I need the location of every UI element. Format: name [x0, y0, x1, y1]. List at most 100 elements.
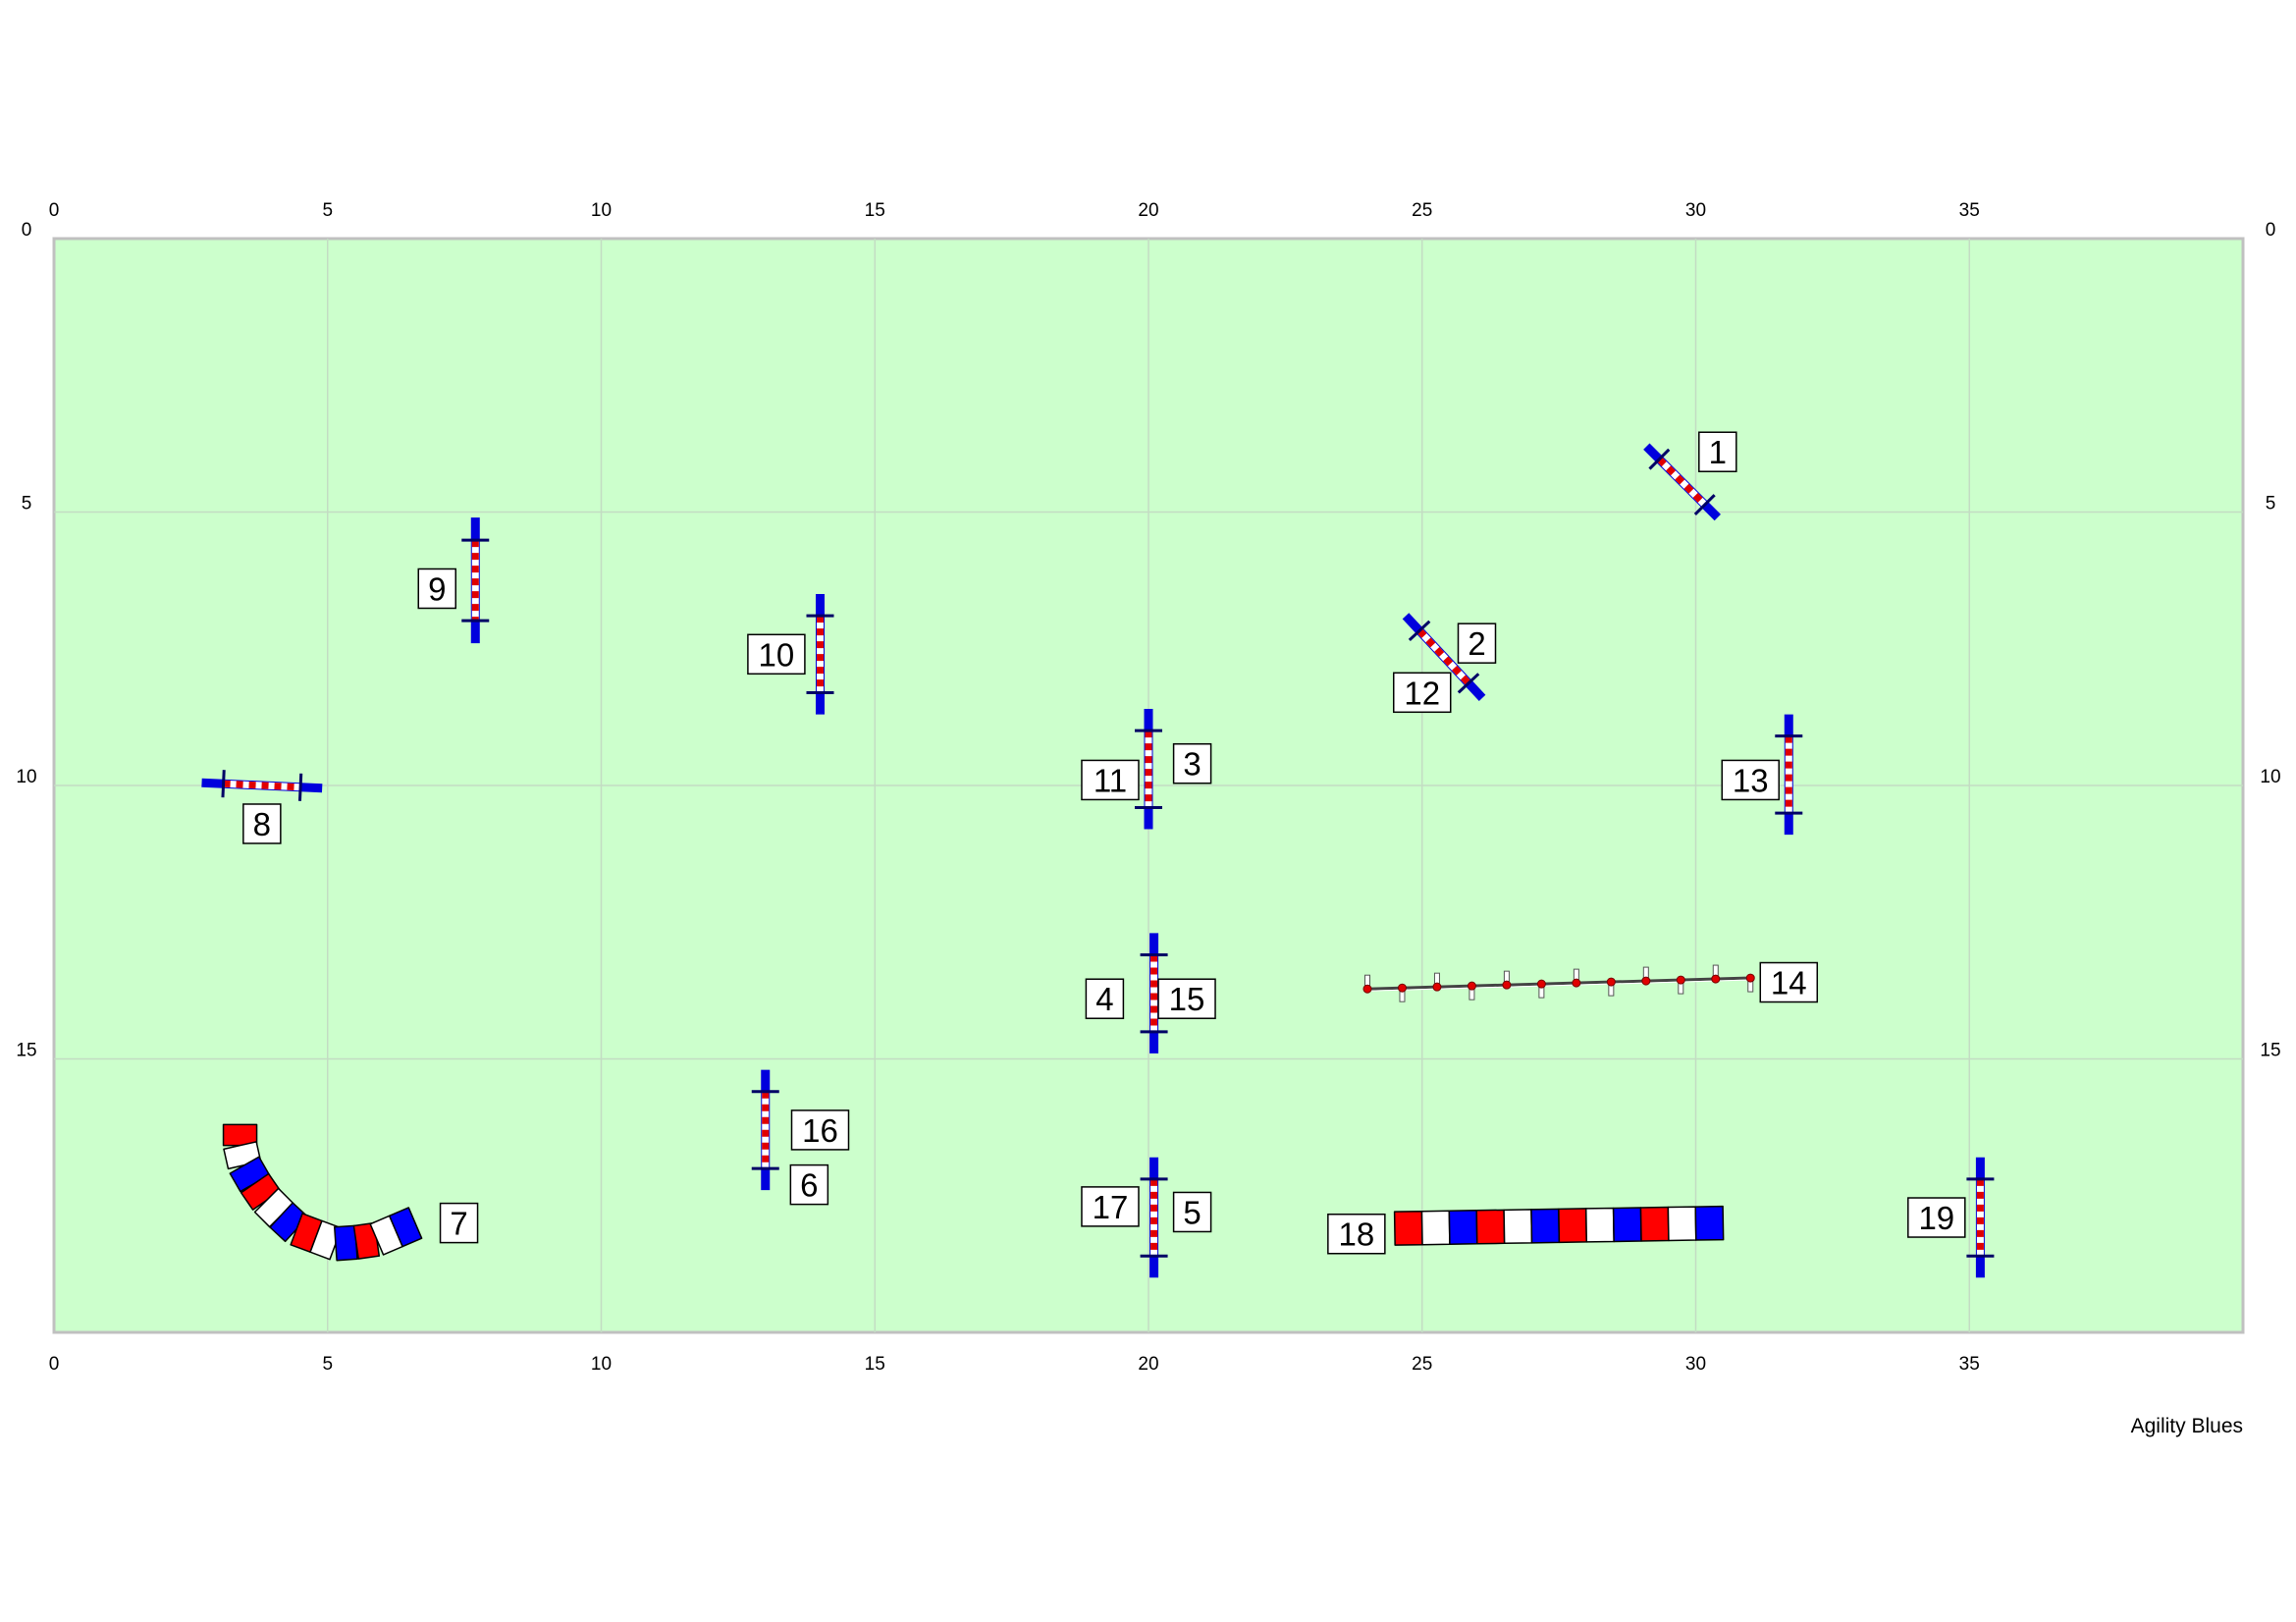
weave-pole-base: [1676, 975, 1685, 985]
x-tick-label-top: 30: [1685, 200, 1706, 221]
x-tick-label-top: 20: [1138, 200, 1158, 221]
tunnel-segment: [1393, 1210, 1423, 1246]
x-tick-label-bottom: 10: [591, 1354, 612, 1375]
obstacle-number: 11: [1081, 759, 1140, 801]
number-label: 14: [1771, 965, 1807, 1001]
weave-pole-base: [1606, 977, 1616, 987]
x-tick-label-top: 35: [1959, 200, 1980, 221]
jump: [1135, 709, 1162, 830]
jump: [201, 770, 323, 801]
jump-bar: [1416, 627, 1471, 686]
number-label: 1: [1709, 434, 1727, 470]
jump: [1643, 443, 1721, 521]
tunnel-segment: [1558, 1208, 1588, 1244]
number-label: 3: [1183, 746, 1201, 783]
tunnel: [1393, 1205, 1725, 1246]
number-label: 4: [1095, 981, 1113, 1017]
number-label: 16: [802, 1112, 838, 1149]
y-tick-label-right: 5: [2266, 494, 2276, 514]
obstacle-number: 1: [1698, 431, 1737, 472]
number-box: [1085, 978, 1125, 1019]
number-box: [1698, 431, 1737, 472]
weave-pole-base: [1745, 973, 1755, 983]
number-box: [417, 568, 456, 610]
jump-wing: [297, 773, 303, 801]
x-tick-label-top: 10: [591, 200, 612, 221]
jump: [461, 517, 490, 644]
tunnel-segment: [1530, 1208, 1561, 1244]
weave-base-highlight: [1366, 979, 1751, 992]
y-tick-label-left: 0: [22, 220, 32, 241]
y-tick-label-left: 5: [22, 494, 32, 514]
obstacle-number: 5: [1172, 1191, 1212, 1233]
obstacle-number: 17: [1081, 1186, 1140, 1227]
number-label: 11: [1094, 762, 1127, 798]
tunnel-segment: [388, 1207, 423, 1248]
jump-wing: [1408, 620, 1431, 642]
x-tick-label-bottom: 0: [49, 1354, 60, 1375]
obstacle-number: 8: [242, 803, 282, 844]
number-box: [1172, 1191, 1212, 1233]
weave-base: [1366, 976, 1751, 991]
x-tick-label-bottom: 15: [865, 1354, 885, 1375]
number-box: [789, 1163, 829, 1206]
weave-pole-base: [1432, 982, 1442, 992]
number-box: [747, 633, 806, 676]
y-tick-label-left: 10: [16, 767, 36, 787]
number-label: 7: [450, 1206, 467, 1242]
number-box: [1081, 1186, 1140, 1227]
obstacle-number: 19: [1907, 1197, 1966, 1238]
obstacle-number: 9: [417, 568, 456, 610]
jump: [1966, 1157, 1995, 1278]
obstacle-number: 10: [747, 633, 806, 676]
obstacle-number: 4: [1085, 978, 1125, 1019]
y-tick-label-right: 0: [2266, 220, 2276, 241]
obstacle-number: 14: [1759, 961, 1819, 1003]
tunnel: [222, 1123, 423, 1262]
x-tick-label-top: 5: [322, 200, 333, 221]
y-tick-label-right: 10: [2260, 767, 2280, 787]
number-label: 17: [1093, 1189, 1129, 1225]
obstacle-number: 15: [1157, 978, 1216, 1019]
obstacle-number: 2: [1457, 622, 1497, 664]
number-box: [1457, 622, 1497, 664]
number-box: [1081, 759, 1140, 801]
weave-poles: [1362, 964, 1755, 1002]
jump-wing: [1648, 448, 1671, 470]
number-box: [1721, 759, 1780, 801]
x-tick-label-bottom: 30: [1685, 1354, 1706, 1375]
jump: [806, 594, 834, 715]
credit-text: Agility Blues: [2131, 1415, 2243, 1437]
number-label: 10: [759, 636, 795, 673]
number-label: 13: [1733, 762, 1769, 798]
tunnels: [222, 1123, 1725, 1262]
x-tick-label-top: 25: [1412, 200, 1432, 221]
weave-pole-base: [1711, 974, 1721, 984]
weave-pole-base: [1467, 981, 1476, 991]
tunnel-segment: [1448, 1210, 1478, 1245]
jump: [1140, 933, 1168, 1054]
number-label: 12: [1404, 675, 1440, 711]
number-label: 9: [428, 570, 446, 607]
x-tick-label-top: 15: [865, 200, 885, 221]
x-tick-label-bottom: 5: [322, 1354, 333, 1375]
number-box: [1157, 978, 1216, 1019]
y-tick-label-left: 15: [16, 1041, 36, 1061]
number-box: [242, 803, 282, 844]
jump: [751, 1069, 779, 1191]
tunnel-segment: [1475, 1209, 1506, 1245]
x-tick-label-bottom: 20: [1138, 1354, 1158, 1375]
jump-wing: [221, 770, 226, 798]
y-tick-label-right: 15: [2260, 1041, 2280, 1061]
jump: [1775, 714, 1803, 836]
obstacle-number: 3: [1172, 742, 1212, 784]
number-label: 15: [1169, 981, 1205, 1017]
jump-bar-stripes: [223, 780, 301, 791]
tunnel-segment: [1639, 1206, 1670, 1242]
number-label: 6: [800, 1167, 818, 1204]
number-box: [439, 1202, 479, 1244]
x-tick-label-bottom: 35: [1959, 1354, 1980, 1375]
x-tick-label-top: 0: [49, 200, 60, 221]
